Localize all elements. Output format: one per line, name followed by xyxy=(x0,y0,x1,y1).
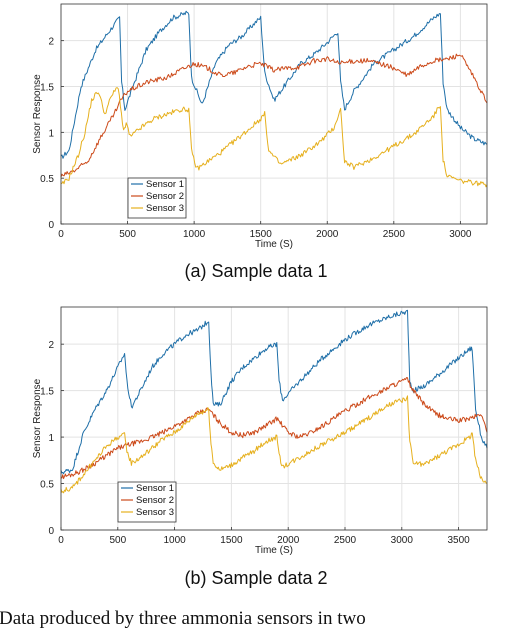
caption-b: (b) Sample data 2 xyxy=(184,568,327,588)
x-tick-label: 2000 xyxy=(277,535,300,546)
legend-box xyxy=(127,177,187,219)
x-tick-label: 3000 xyxy=(391,535,414,546)
y-tick-label: 0 xyxy=(48,526,54,537)
body-text: Data produced by three ammonia sensors i… xyxy=(0,608,366,628)
series-line-3 xyxy=(60,395,488,494)
legend-label-3: Sensor 3 xyxy=(146,203,184,214)
y-tick-label: 2 xyxy=(48,340,54,351)
y-tick-label: 0.5 xyxy=(40,480,54,491)
y-tick-label: 1.5 xyxy=(40,387,54,398)
y-tick-label: 0 xyxy=(48,220,54,231)
series-line-1 xyxy=(60,309,488,475)
x-axis-label: Time (S) xyxy=(255,239,293,250)
chart-a: 0 500 1000 1500 2000 2500 3000 0 0.5 1 1.5 2 Time (S… xyxy=(32,3,488,250)
legend-label-1: Sensor 1 xyxy=(146,179,184,190)
series-line-2 xyxy=(60,53,488,178)
chart-b: 0 500 1000 1500 2000 2500 3000 3500 0 0.5 1 1.5 2 Tim… xyxy=(32,306,488,556)
y-tick-label: 2 xyxy=(48,37,54,48)
x-tick-label: 2500 xyxy=(334,535,357,546)
y-tick-label: 1 xyxy=(48,128,54,139)
series-line-3 xyxy=(60,87,488,188)
x-tick-label: 0 xyxy=(58,229,64,240)
y-tick-label: 1 xyxy=(48,433,54,444)
legend-label-2: Sensor 2 xyxy=(146,191,184,202)
x-tick-label: 0 xyxy=(58,535,64,546)
series-line-2 xyxy=(60,377,488,480)
plot-frame xyxy=(60,3,488,225)
x-tick-label: 1000 xyxy=(163,535,186,546)
x-tick-label: 1000 xyxy=(183,229,206,240)
y-axis-label: Sensor Response xyxy=(32,378,43,458)
x-tick-label: 1500 xyxy=(220,535,243,546)
x-tick-label: 2500 xyxy=(383,229,406,240)
x-tick-label: 2000 xyxy=(316,229,339,240)
legend-box xyxy=(117,481,177,523)
x-tick-label: 1500 xyxy=(250,229,273,240)
x-tick-label: 500 xyxy=(119,229,136,240)
caption-a: (a) Sample data 1 xyxy=(184,261,327,281)
y-tick-label: 1.5 xyxy=(40,83,54,94)
plot-frame xyxy=(60,306,488,531)
series-line-1 xyxy=(60,10,488,159)
x-axis-label: Time (S) xyxy=(255,545,293,556)
y-tick-label: 0.5 xyxy=(40,174,54,185)
legend-label-1: Sensor 1 xyxy=(136,483,174,494)
x-tick-label: 3000 xyxy=(449,229,472,240)
legend-label-2: Sensor 2 xyxy=(136,495,174,506)
legend-label-3: Sensor 3 xyxy=(136,507,174,518)
x-tick-label: 3500 xyxy=(447,535,470,546)
x-tick-label: 500 xyxy=(109,535,126,546)
y-axis-label: Sensor Response xyxy=(32,74,43,154)
